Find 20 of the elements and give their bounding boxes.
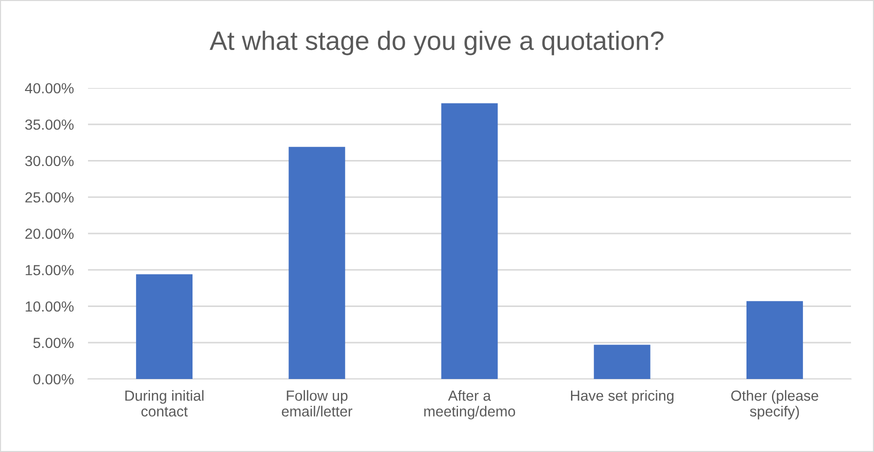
bar: [746, 301, 803, 379]
bar: [136, 274, 193, 379]
y-tick-label: 20.00%: [25, 228, 74, 239]
bar: [594, 344, 650, 379]
y-tick-label: 0.00%: [33, 374, 74, 384]
x-tick-label: Other (please specify): [731, 390, 818, 420]
y-tick-label: 5.00%: [33, 338, 74, 348]
bar: [288, 146, 346, 379]
y-tick-label: 25.00%: [25, 192, 74, 203]
x-tick-label: After a meeting/demo: [424, 390, 516, 420]
bar: [441, 103, 498, 379]
y-tick-label: 40.00%: [24, 83, 74, 94]
y-tick-label: 10.00%: [26, 301, 74, 312]
y-tick-label: 35.00%: [25, 119, 74, 130]
chart-title: At what stage do you give a quotation?: [210, 30, 664, 56]
y-tick-label: 15.00%: [26, 264, 74, 276]
x-tick-label: Have set pricing: [571, 390, 674, 404]
x-tick-label: During initial contact: [125, 390, 204, 417]
x-tick-label: Follow up email/letter: [282, 390, 352, 417]
y-tick-label: 30.00%: [25, 156, 74, 166]
